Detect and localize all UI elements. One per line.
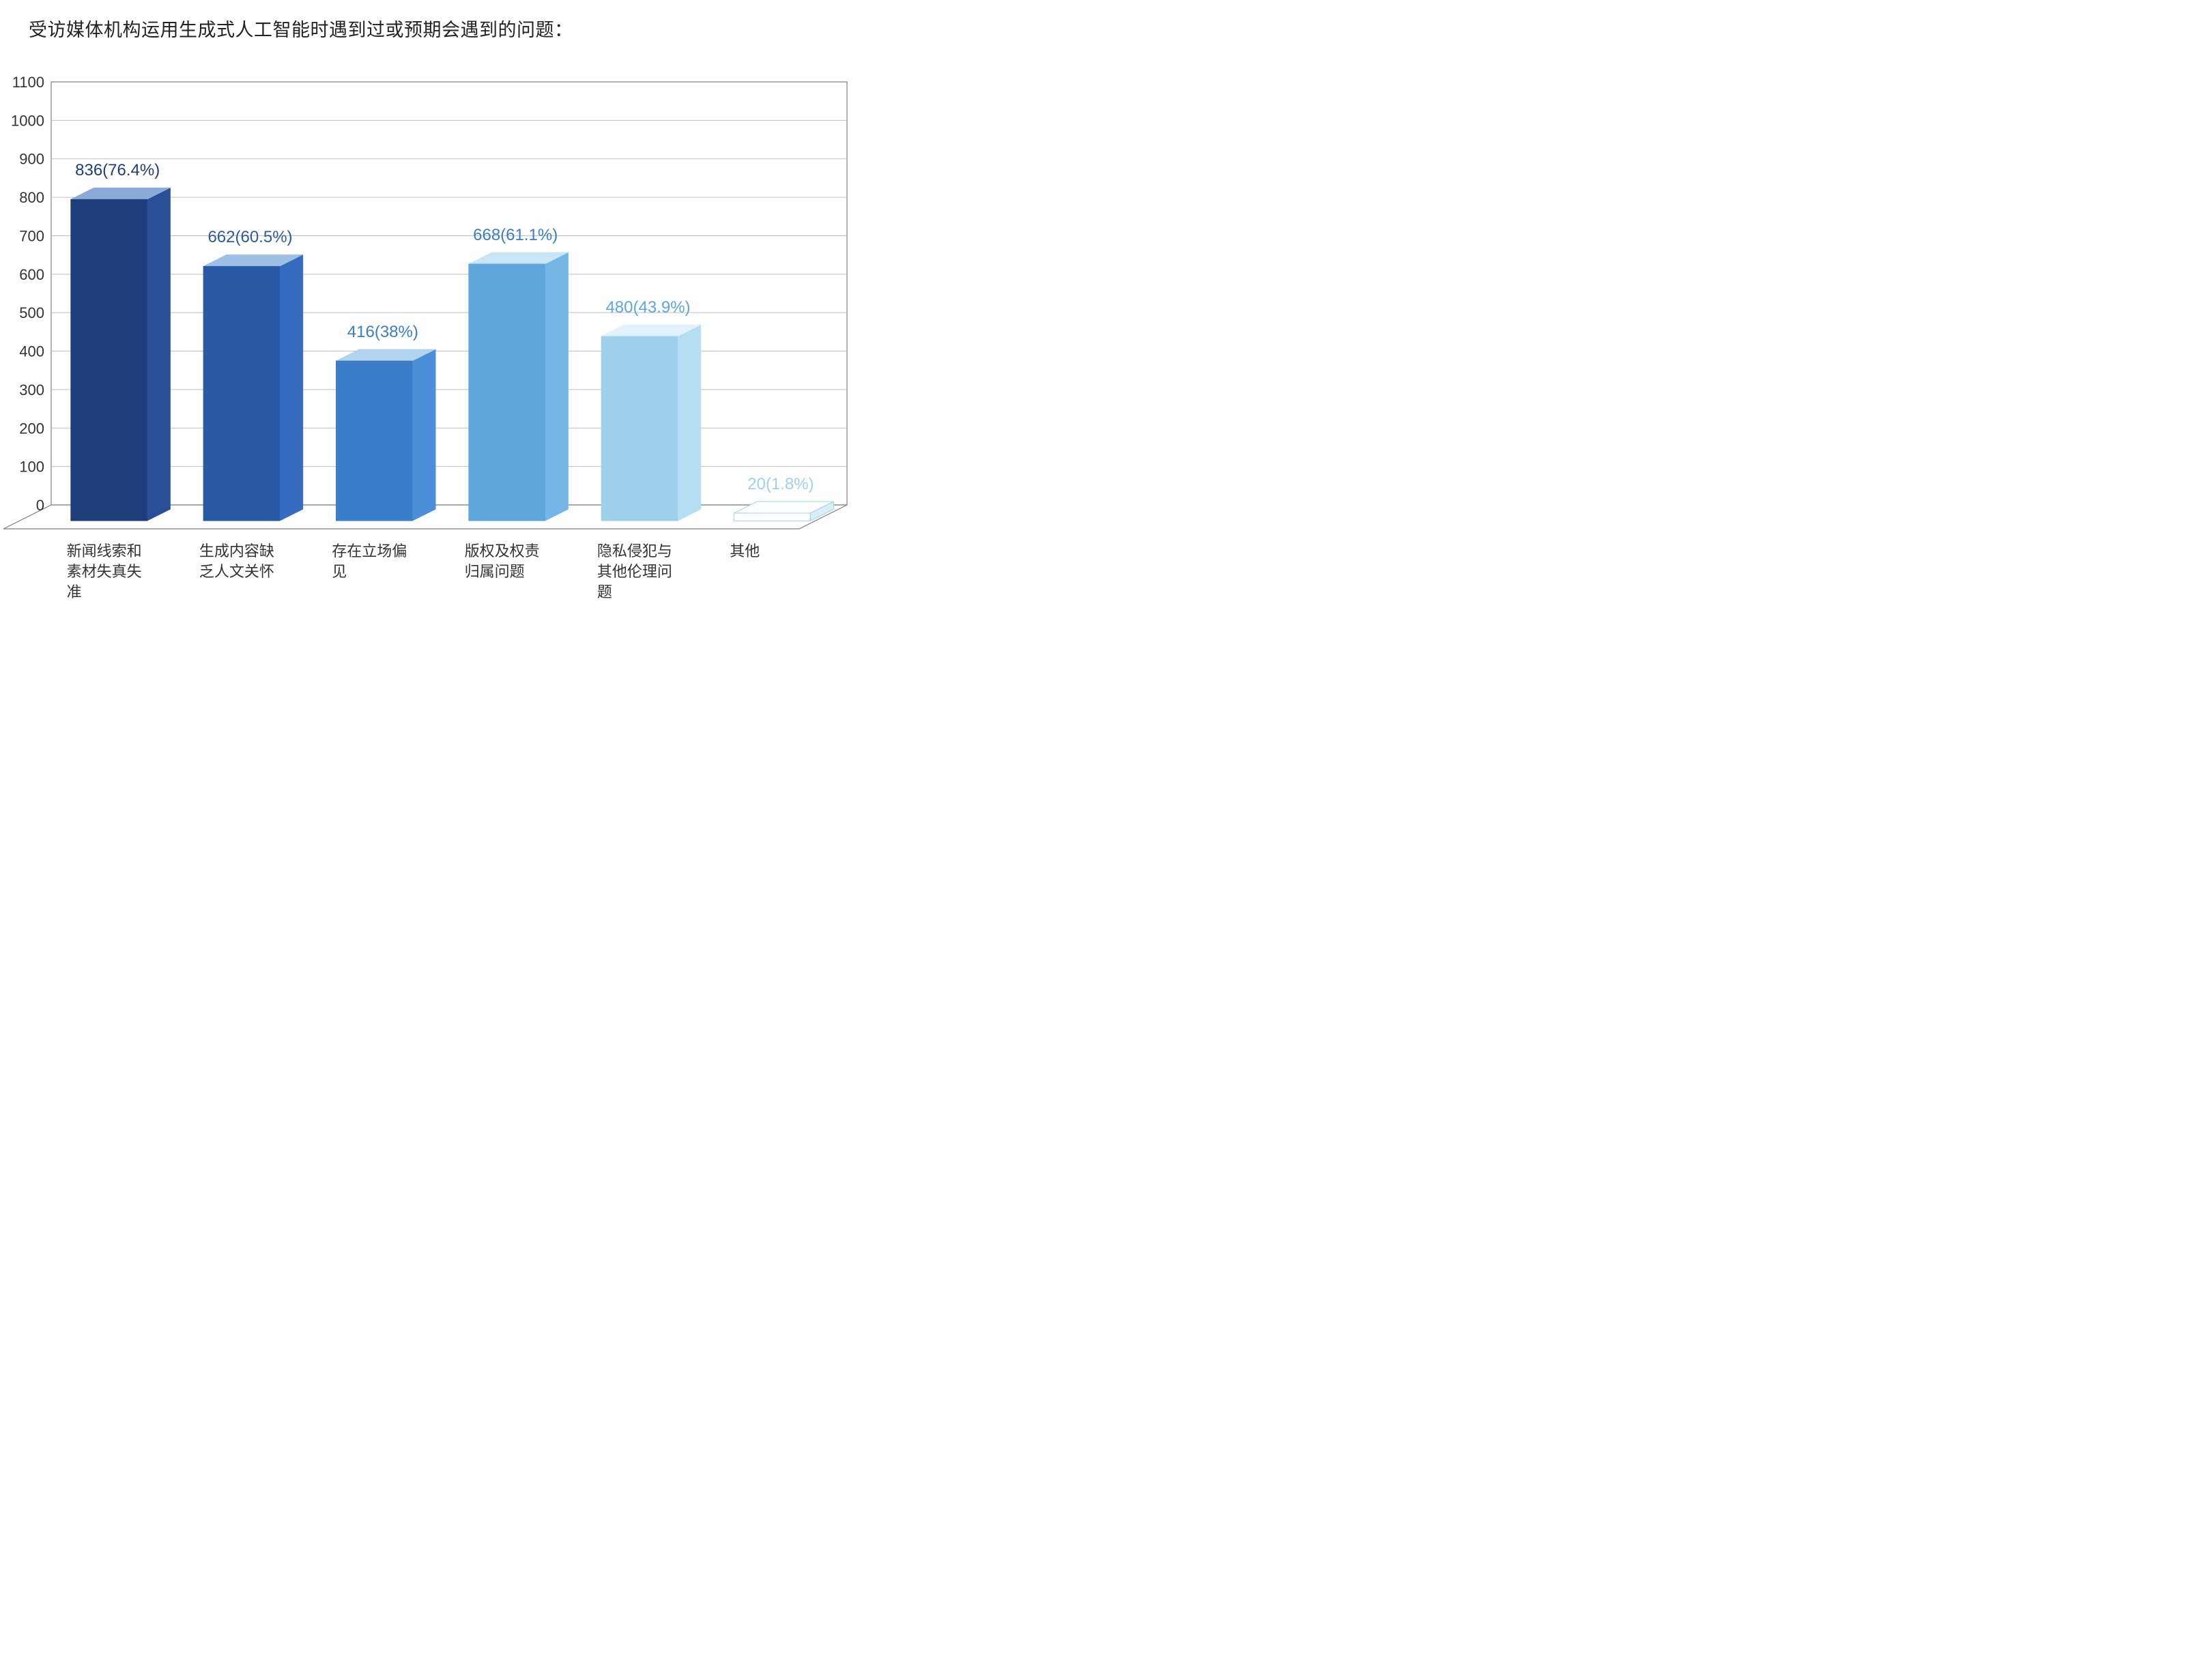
bar-side <box>412 349 435 521</box>
page: 受访媒体机构运用生成式人工智能时遇到过或预期会遇到的问题： 0 100 200 300… <box>0 0 860 658</box>
x-tick-label: 题 <box>597 583 612 600</box>
bar-side <box>678 325 701 521</box>
y-tick-label: 500 <box>19 304 44 321</box>
bar-value-label: 480(43.9%) <box>605 298 690 317</box>
y-tick-label: 700 <box>19 227 44 244</box>
x-tick-label: 归属问题 <box>465 563 525 580</box>
bar-front <box>203 266 280 521</box>
bar-front <box>71 199 147 521</box>
x-tick-label: 隐私侵犯与 <box>597 542 672 560</box>
bar-front <box>336 361 412 521</box>
bar-chart: 0 100 200 300 400 500 600 700 800 900 1000 1100 836(… <box>0 75 860 641</box>
x-tick-label: 素材失真失 <box>67 563 142 580</box>
bar-front <box>469 264 545 521</box>
x-tick-label: 存在立场偏 <box>332 542 407 560</box>
bar-side <box>147 188 171 521</box>
x-tick-label: 其他伦理问 <box>597 563 672 580</box>
bar-side <box>280 255 303 521</box>
y-tick-label: 0 <box>36 497 44 514</box>
bar-value-label: 836(76.4%) <box>75 161 160 179</box>
bar-value-label: 668(61.1%) <box>473 226 558 244</box>
y-tick-label: 900 <box>19 151 44 168</box>
y-tick-label: 200 <box>19 420 44 437</box>
x-tick-label: 其他 <box>730 542 760 560</box>
y-tick-label: 400 <box>19 343 44 360</box>
y-tick-label: 1100 <box>12 75 44 91</box>
y-tick-label: 100 <box>19 459 44 476</box>
bar-side <box>545 252 569 521</box>
y-tick-label: 600 <box>19 266 44 283</box>
bar-value-label: 416(38%) <box>347 323 418 341</box>
x-tick-label: 版权及权责 <box>465 542 540 560</box>
bar-front <box>601 336 678 521</box>
x-tick-label: 生成内容缺 <box>199 542 274 560</box>
y-tick-label: 800 <box>19 189 44 206</box>
x-tick-label: 乏人文关怀 <box>199 563 274 580</box>
bar-value-label: 662(60.5%) <box>207 228 292 246</box>
x-tick-label: 见 <box>332 563 347 580</box>
x-tick-label: 准 <box>67 583 82 600</box>
x-tick-label: 新闻线索和 <box>67 542 142 560</box>
bar-value-label: 20(1.8%) <box>747 475 814 493</box>
y-tick-label: 300 <box>19 381 44 399</box>
chart-title: 受访媒体机构运用生成式人工智能时遇到过或预期会遇到的问题： <box>29 15 573 42</box>
bar-front <box>734 513 810 521</box>
y-tick-label: 1000 <box>11 112 44 129</box>
